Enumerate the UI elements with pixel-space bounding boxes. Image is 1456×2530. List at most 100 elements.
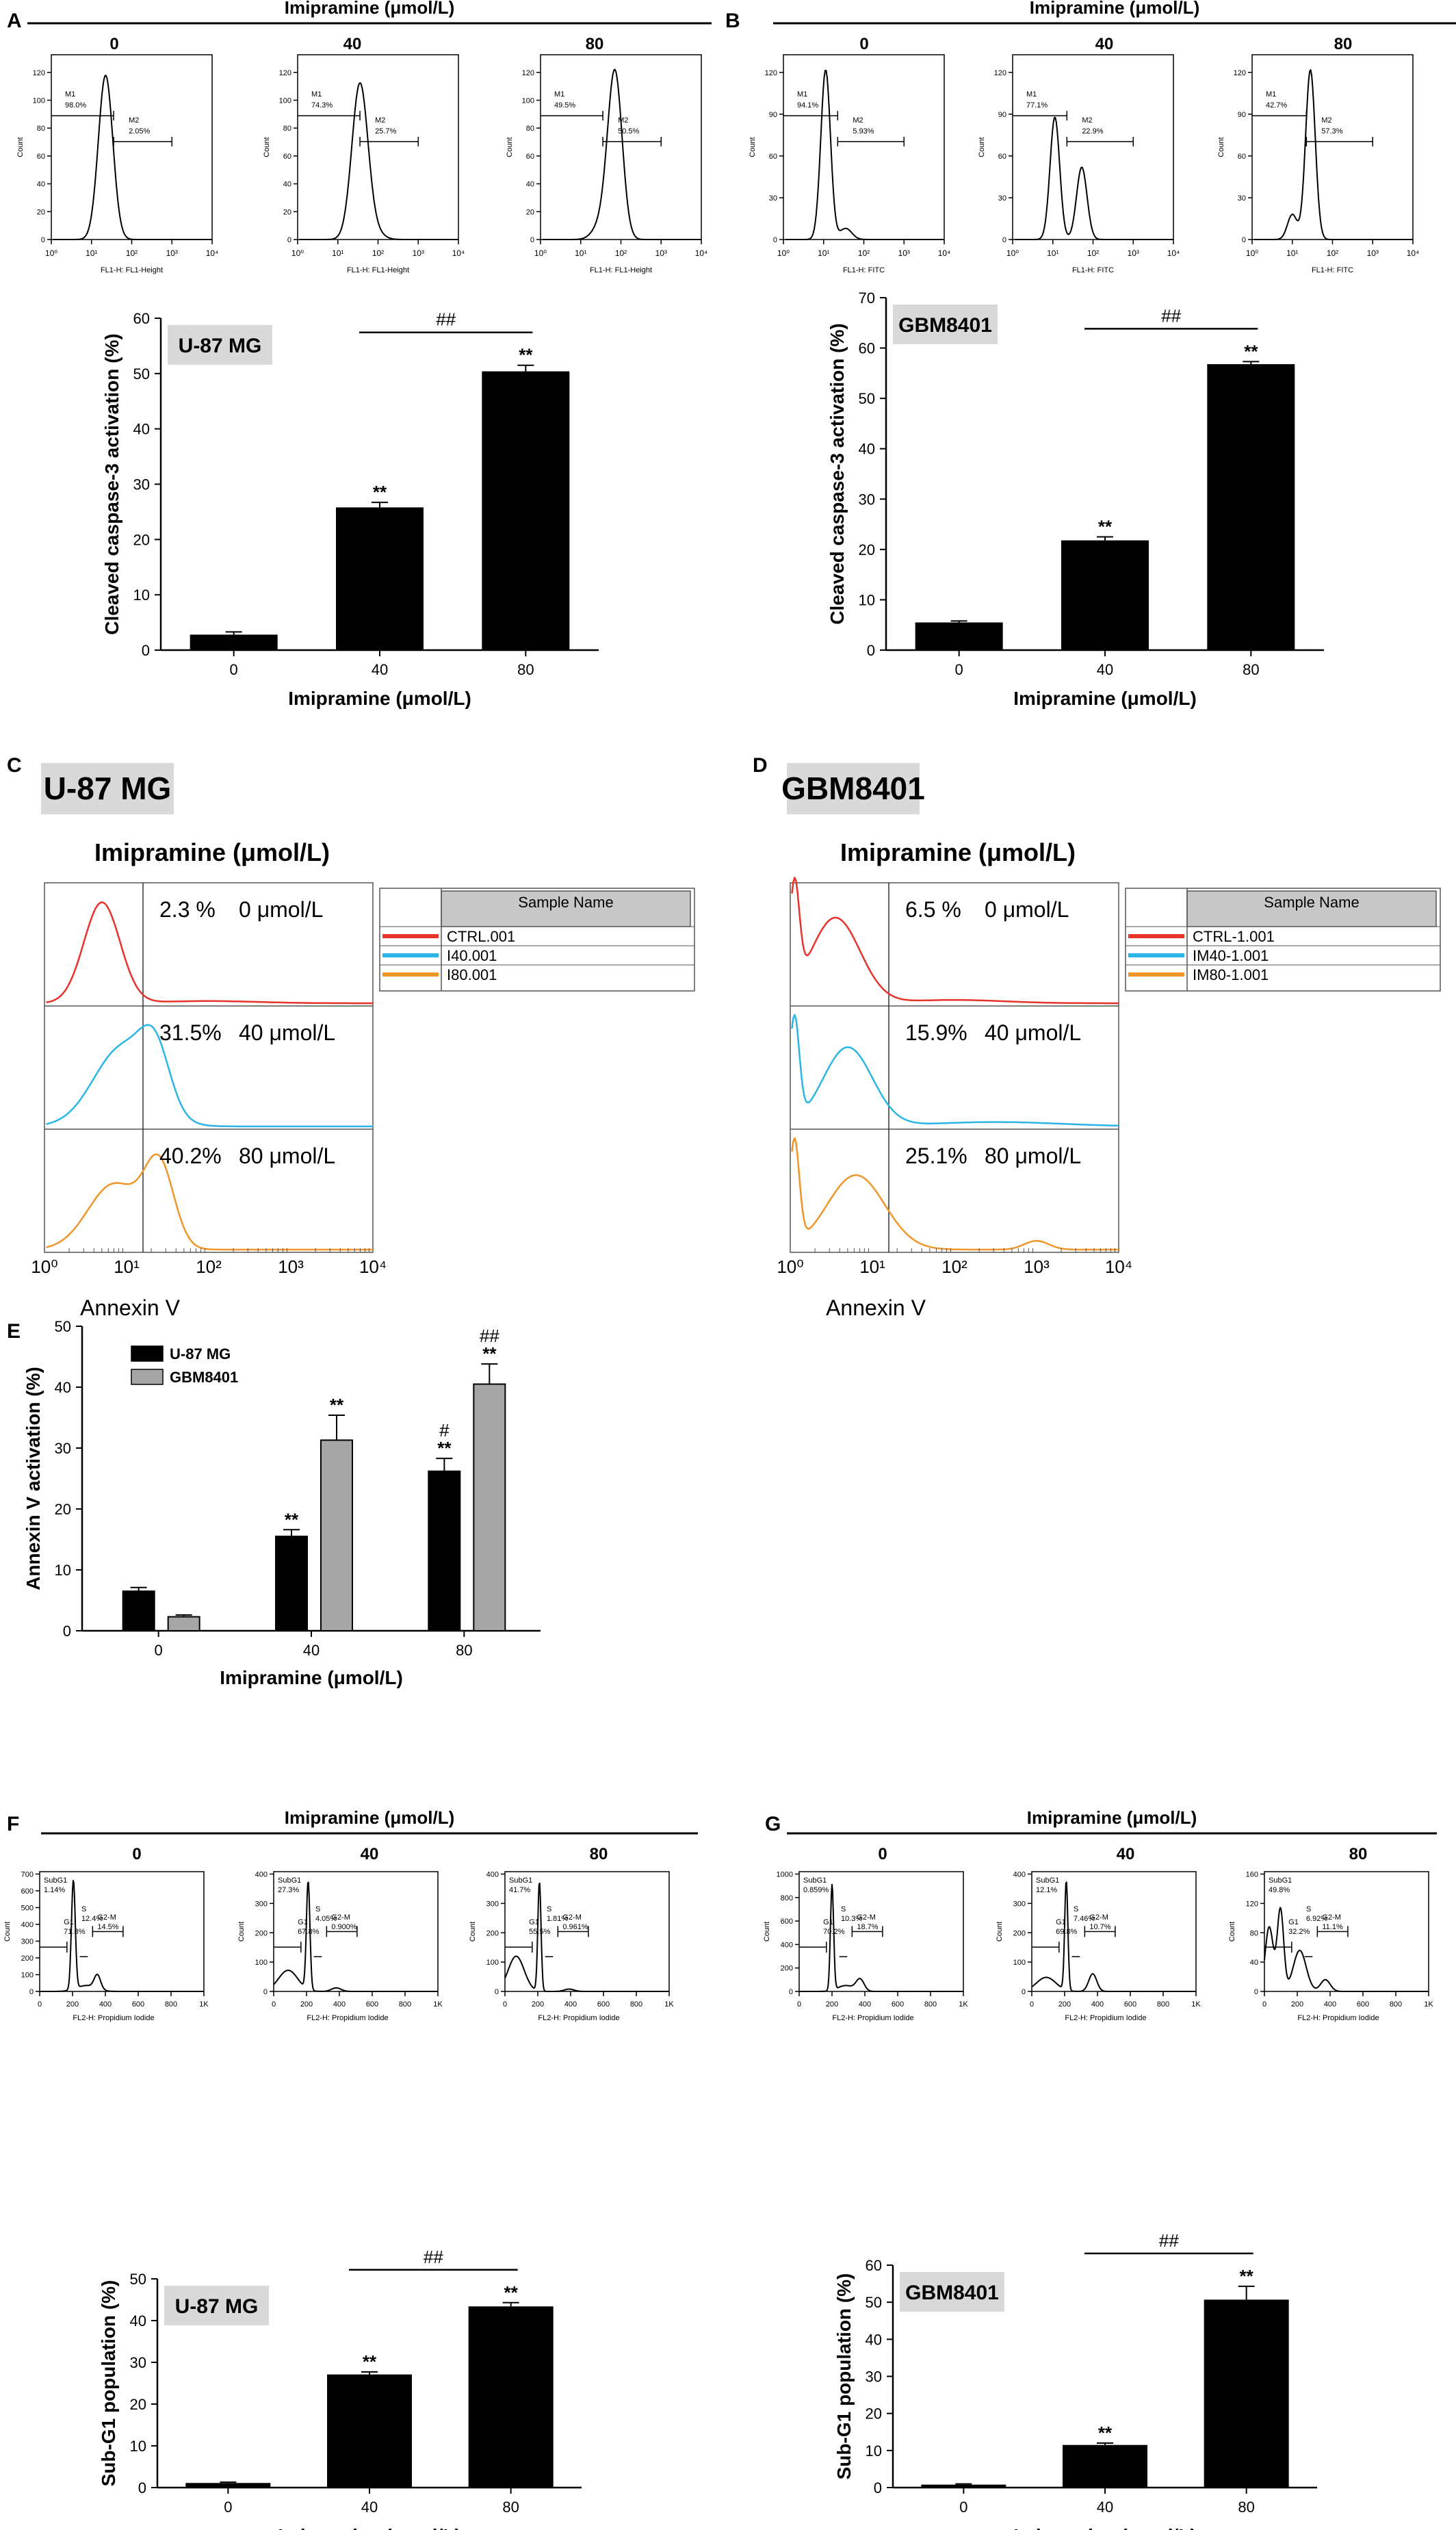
f-dose-title: Imipramine (μmol/L) [285, 1807, 455, 1828]
a-ytick-label: 40 [133, 421, 150, 438]
a-ytick-label: 10 [133, 586, 150, 604]
b-hist-xtick-label: 10⁴ [1407, 248, 1420, 258]
e-bar [167, 1616, 200, 1632]
d-overlay-pct: 25.1% [905, 1144, 967, 1168]
d-dose-title: Imipramine (μmol/L) [840, 838, 1076, 866]
a-hist-ytick-label: 80 [283, 125, 291, 133]
a-hist-ytick-label: 100 [522, 96, 534, 105]
g-ytick-label: 30 [866, 2368, 882, 2386]
b-hist-xlabel: FL1-H: FITC [843, 266, 885, 274]
f-ytick-label: 30 [130, 2354, 146, 2371]
g-bar [1063, 2444, 1147, 2488]
b-hist-ylabel: Count [978, 137, 986, 157]
f-hist-xtick-label: 600 [366, 2000, 378, 2009]
f-hist-ytick-label: 200 [21, 1954, 34, 1963]
g-sig-mark: ** [1098, 2423, 1113, 2443]
c-legend-series-name: I40.001 [447, 947, 497, 964]
g-bracket-mark: ## [1159, 2230, 1179, 2251]
d-xtick-label: 10¹ [859, 1256, 885, 1277]
c-overlay-pct: 31.5% [159, 1020, 222, 1045]
f-hist-xtick-label: 800 [399, 2000, 411, 2009]
f-gate-g2m-name: G2-M [562, 1913, 582, 1922]
b-gate-m1-value: 42.7% [1266, 101, 1287, 109]
a-gate-m1-value: 98.0% [65, 101, 86, 109]
a-hist-ytick-label: 60 [283, 153, 291, 161]
f-hist-ytick-label: 400 [21, 1921, 34, 1929]
g-ytick-label: 0 [874, 2479, 882, 2496]
b-hist-xtick-label: 10³ [898, 248, 910, 258]
e-xlabel: Imipramine (μmol/L) [220, 1667, 403, 1688]
a-dose-label: 0 [109, 35, 118, 53]
a-gate-m1-value: 74.3% [311, 101, 333, 109]
g-hist-ytick-label: 80 [1250, 1929, 1258, 1937]
e-legend-label: GBM8401 [170, 1369, 238, 1386]
a-dose-label: 40 [343, 35, 362, 53]
f-dose-label: 40 [361, 1845, 379, 1863]
a-hist-ytick-label: 0 [287, 236, 291, 244]
f-gate-s-name: S [315, 1905, 320, 1913]
a-hist-xtick-label: 10³ [655, 248, 667, 258]
g-cell-label: GBM8401 [905, 2282, 999, 2304]
b-gate-m1-value: 94.1% [797, 101, 818, 109]
g-hist-ytick-label: 800 [781, 1894, 793, 1902]
b-cell-label: GBM8401 [898, 314, 992, 337]
g-gate-s-name: S [1074, 1905, 1078, 1913]
c-xtick-label: 10⁰ [31, 1256, 57, 1277]
f-hist-curve [273, 1881, 439, 1992]
c-overlay-dose: 80 μmol/L [239, 1144, 335, 1168]
g-hist-ytick-label: 40 [1250, 1959, 1258, 1967]
g-cell-label-box [900, 2272, 1004, 2312]
a-gate-m1-name: M1 [311, 90, 322, 99]
c-xlabel: Annexin V [80, 1295, 181, 1320]
a-xtick-label: 40 [372, 661, 388, 678]
a-hist-ytick-label: 80 [526, 125, 534, 133]
c-dose-title: Imipramine (μmol/L) [94, 838, 330, 866]
f-gate-g1-name: G1 [529, 1918, 539, 1926]
f-hist-xtick-label: 0 [38, 2000, 42, 2009]
a-dose-label: 80 [586, 35, 604, 53]
g-hist-ytick-label: 100 [1013, 1959, 1026, 1967]
a-ylabel: Cleaved caspase-3 activation (%) [101, 333, 122, 634]
g-gate-subg1-value: 12.1% [1036, 1886, 1057, 1894]
a-gate-m2-value: 25.7% [375, 127, 396, 135]
a-gate-m2-value: 2.05% [129, 127, 150, 135]
g-hist-ytick-label: 400 [781, 1941, 793, 1949]
b-hist-frame [1251, 54, 1414, 240]
a-ytick-label: 20 [133, 531, 150, 548]
g-hist-ytick-label: 120 [1246, 1900, 1258, 1908]
a-hist-ytick-label: 120 [33, 69, 45, 77]
f-bar [468, 2306, 554, 2488]
a-hist-ylabel: Count [16, 137, 25, 157]
g-hist-xtick-label: 400 [1091, 2000, 1104, 2009]
a-hist-ytick-label: 40 [526, 181, 534, 189]
g-ylabel: Sub-G1 population (%) [833, 2273, 855, 2480]
a-xlabel: Imipramine (μmol/L) [288, 688, 471, 709]
f-bar [327, 2374, 412, 2488]
c-cell-label-box [41, 763, 174, 814]
g-hist-curve [798, 1883, 964, 1992]
f-hist-xtick-label: 1K [433, 2000, 443, 2009]
a-hist-ytick-label: 40 [37, 181, 45, 189]
g-gate-subg1-value: 49.8% [1269, 1886, 1290, 1894]
a-ytick-label: 0 [142, 642, 150, 659]
c-xtick-label: 10⁴ [359, 1256, 387, 1277]
d-xtick-label: 10² [941, 1256, 967, 1277]
f-hist-xtick-label: 800 [165, 2000, 177, 2009]
d-xtick-label: 10⁴ [1105, 1256, 1132, 1277]
g-hist-xtick-label: 0 [1030, 2000, 1034, 2009]
b-hist-xtick-label: 10⁴ [1167, 248, 1180, 258]
b-hist-ytick-label: 0 [1002, 236, 1006, 244]
a-hist-xtick-label: 10³ [166, 248, 178, 258]
g-hist-ytick-label: 400 [1013, 1871, 1026, 1879]
b-hist-xtick-label: 10³ [1367, 248, 1379, 258]
f-hist-xtick-label: 400 [564, 2000, 577, 2009]
a-hist-curve [299, 82, 458, 240]
b-hist-ylabel: Count [749, 137, 757, 157]
e-ytick-label: 30 [55, 1440, 71, 1457]
a-gate-m1-value: 49.5% [554, 101, 575, 109]
g-ytick-label: 50 [866, 2294, 882, 2311]
g-hist-xtick-label: 200 [1058, 2000, 1071, 2009]
g-gate-subg1-value: 0.859% [803, 1886, 829, 1894]
b-hist-frame [783, 54, 945, 240]
